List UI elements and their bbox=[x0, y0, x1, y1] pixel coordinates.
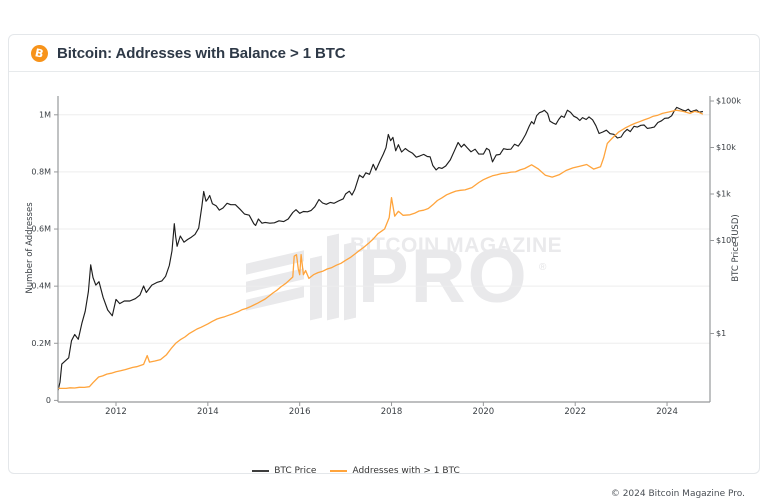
legend-label: BTC Price bbox=[274, 466, 317, 476]
chart-card: B Bitcoin: Addresses with Balance > 1 BT… bbox=[8, 34, 760, 499]
y-left-tick-label: 1M bbox=[39, 110, 51, 119]
x-tick-label: 2024 bbox=[656, 407, 678, 417]
y-left-tick-label: 0 bbox=[46, 396, 51, 405]
legend-item-addresses: Addresses with > 1 BTC bbox=[330, 466, 460, 476]
legend-label: Addresses with > 1 BTC bbox=[352, 466, 460, 476]
x-tick-label: 2022 bbox=[564, 407, 586, 417]
legend-item-btc-price: BTC Price bbox=[252, 466, 316, 476]
y-right-tick-label: $10k bbox=[716, 143, 736, 152]
addresses-swatch-icon bbox=[330, 470, 348, 472]
x-tick-label: 2020 bbox=[473, 407, 495, 417]
y-right-tick-label: $1k bbox=[716, 190, 731, 199]
x-tick-label: 2012 bbox=[105, 407, 127, 417]
page: B Bitcoin: Addresses with Balance > 1 BT… bbox=[8, 34, 760, 499]
x-tick-label: 2016 bbox=[289, 407, 311, 417]
btc-price-line bbox=[57, 106, 704, 391]
y-right-axis-title: BTC Price (USD) bbox=[731, 214, 741, 281]
y-right-tick-label: $100k bbox=[716, 97, 741, 106]
bitcoin-icon: B bbox=[31, 44, 48, 62]
x-tick-label: 2018 bbox=[381, 407, 403, 417]
price-addresses-chart[interactable]: 0 0.2M 0.4M 0.6M 0.8M 1M $1 $100 $1k $10k $100k 201… bbox=[1, 1, 768, 479]
page-title: Bitcoin: Addresses with Balance > 1 BTC bbox=[57, 44, 346, 62]
card-header: B Bitcoin: Addresses with Balance > 1 BT… bbox=[9, 35, 759, 72]
y-left-axis-title: Number of Addresses bbox=[25, 202, 35, 294]
y-left-tick-label: 0.2M bbox=[31, 339, 51, 348]
x-tick-label: 2014 bbox=[197, 407, 219, 417]
y-left-tick-label: 0.6M bbox=[31, 225, 51, 234]
y-left-tick-label: 0.4M bbox=[31, 282, 51, 291]
y-right-tick-label: $1 bbox=[716, 329, 726, 338]
addresses-line bbox=[58, 109, 704, 390]
y-left-tick-label: 0.8M bbox=[31, 167, 51, 176]
copyright-text: © 2024 Bitcoin Magazine Pro. bbox=[610, 489, 745, 499]
chart-legend: BTC Price Addresses with > 1 BTC bbox=[9, 466, 703, 476]
y-right-tick-label: $100 bbox=[716, 236, 736, 245]
btc-price-swatch-icon bbox=[252, 470, 270, 472]
